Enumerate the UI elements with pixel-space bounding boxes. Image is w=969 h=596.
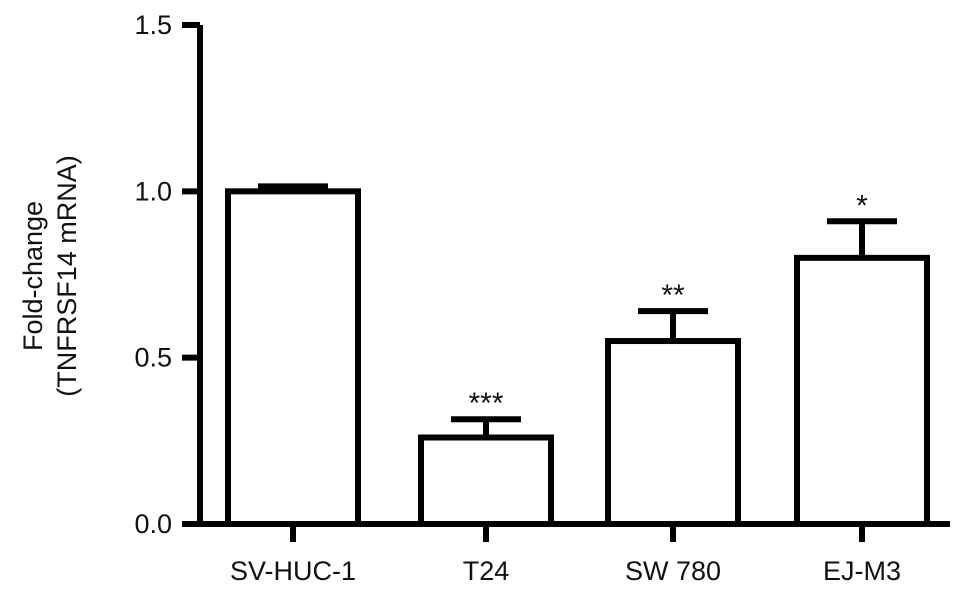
bar-sw-780 bbox=[605, 338, 741, 527]
error-bar bbox=[258, 183, 328, 192]
error-bar bbox=[638, 308, 708, 342]
significance-label: ** bbox=[661, 279, 685, 312]
y-tick-label: 1.0 bbox=[134, 176, 172, 206]
bars bbox=[225, 188, 930, 527]
bar-sv-huc-1 bbox=[225, 188, 361, 527]
error-bars bbox=[258, 183, 897, 438]
category-label: SV-HUC-1 bbox=[230, 556, 356, 586]
error-bar bbox=[451, 416, 521, 438]
y-tick-label: 0.5 bbox=[134, 343, 172, 373]
category-label: EJ-M3 bbox=[823, 556, 901, 586]
bar-ej-m3 bbox=[794, 254, 930, 527]
significance-label: *** bbox=[468, 387, 503, 420]
y-axis-title-line-2: (TNFRSF14 mRNA) bbox=[52, 155, 82, 397]
significance-markers: ****** bbox=[468, 189, 868, 420]
y-axis-title: Fold-change (TNFRSF14 mRNA) bbox=[18, 155, 82, 397]
y-axis-title-line-1: Fold-change bbox=[18, 201, 48, 351]
category-labels: SV-HUC-1 T24 SW 780 EJ-M3 bbox=[230, 556, 901, 586]
significance-label: * bbox=[856, 189, 868, 222]
error-bar bbox=[827, 218, 897, 258]
y-axis: 0.0 0.5 1.0 1.5 bbox=[134, 10, 203, 539]
y-tick-label: 0.0 bbox=[134, 509, 172, 539]
category-label: SW 780 bbox=[625, 556, 721, 586]
bar-t24 bbox=[418, 434, 554, 527]
y-tick-label: 1.5 bbox=[134, 10, 172, 40]
category-label: T24 bbox=[463, 556, 510, 586]
